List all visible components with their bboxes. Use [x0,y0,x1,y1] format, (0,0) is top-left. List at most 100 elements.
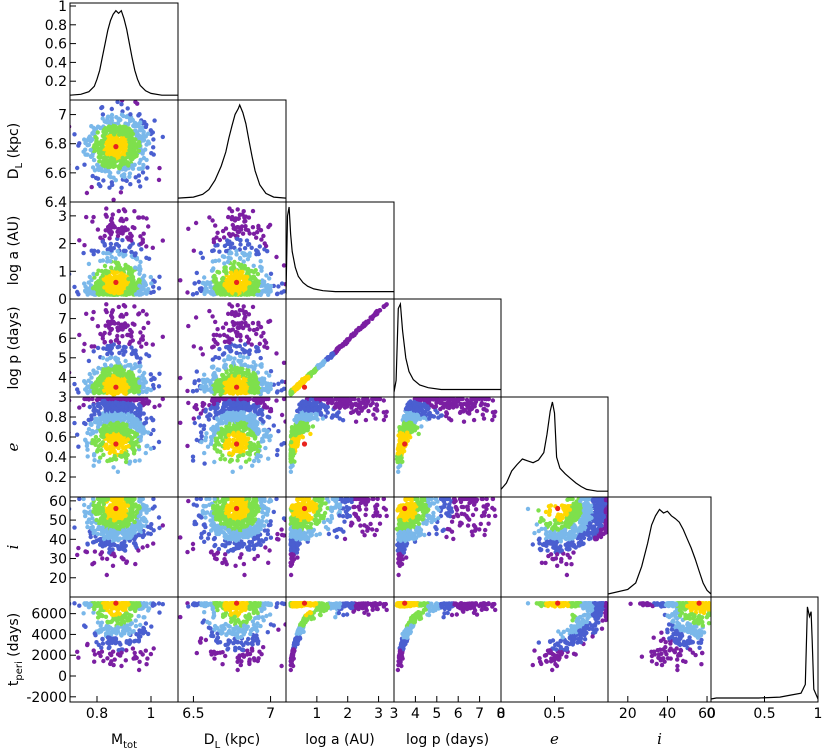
sample-point [96,459,102,464]
sample-point [150,342,155,347]
sample-point [117,350,122,356]
sample-point [222,261,227,266]
sample-point [345,339,350,344]
sample-point [82,379,87,384]
sample-point [77,141,82,146]
sample-point [208,379,213,385]
sample-point [82,243,87,248]
sample-point [122,364,128,369]
sample-point [119,449,124,454]
sample-point [119,388,124,393]
sample-point [77,238,82,243]
sample-point [97,278,103,284]
sample-point [137,283,142,288]
sample-point [129,249,134,255]
y-tick-label: 6.6 [45,166,67,182]
sample-point [126,417,131,422]
sample-point [196,279,202,285]
sample-point [91,368,96,373]
sample-point [107,259,113,264]
sample-point [92,412,97,417]
sample-point [109,408,115,414]
panel-content [70,206,165,297]
sample-point [107,283,113,288]
sample-point [100,144,105,149]
sample-point [115,120,121,126]
sample-point [85,142,90,148]
sample-point [90,165,96,170]
sample-point [119,100,125,103]
sample-point [237,247,242,252]
sample-point [202,372,207,377]
sample-point [276,284,281,289]
sample-point [216,355,222,361]
sample-point [93,408,99,413]
y-tick-label: 2 [58,237,67,253]
sample-point [236,325,242,330]
sample-point [85,290,90,296]
sample-point [126,374,131,379]
sample-point [116,208,122,214]
sample-point [111,424,117,429]
sample-point [226,288,231,293]
sample-point [129,334,134,339]
sample-point [117,363,122,369]
sample-point [98,455,103,460]
sample-point [132,405,138,410]
sample-point [137,420,142,425]
sample-point [264,273,269,278]
sample-point [109,155,114,161]
sample-point [109,106,115,112]
sample-point [90,173,95,179]
sample-point [225,339,230,344]
sample-point [261,233,266,239]
sample-point [249,245,254,250]
sample-point [130,225,135,230]
sample-point [236,374,242,379]
sample-point [120,136,126,141]
sample-point [134,355,140,360]
sample-point [148,274,153,280]
sample-point [143,147,148,152]
sample-point [274,351,279,356]
sample-point [93,175,99,181]
sample-point [91,252,96,257]
sample-point [200,255,205,260]
sample-point [95,227,101,232]
sample-point [128,327,133,333]
sample-point [86,280,91,285]
sample-point [265,249,270,254]
sample-point [138,434,144,439]
sample-point [102,263,108,269]
sample-point [215,230,220,235]
sample-point [221,373,226,379]
sample-point [88,154,94,159]
sample-point [203,384,208,389]
sample-point [120,284,126,289]
sample-point [128,231,133,236]
sample-point [97,401,103,407]
sample-point [231,360,236,365]
sample-point [132,304,137,309]
sample-point [227,206,232,211]
sample-point [287,352,291,356]
sample-point [119,290,124,295]
sample-point [98,405,103,410]
sample-point [117,166,122,171]
sample-point [137,369,142,374]
sample-point [86,378,91,383]
sample-point [125,151,131,156]
sample-point [145,165,150,170]
sample-point [122,304,128,309]
panel-content [70,302,165,397]
sample-point [150,245,155,250]
best-fit-point [113,384,119,390]
sample-point [116,403,122,408]
sample-point [115,416,120,422]
sample-point [251,263,256,268]
sample-point [108,457,113,462]
sample-point [95,130,100,135]
sample-point [254,235,259,240]
sample-point [97,375,103,380]
sample-point [256,385,261,390]
